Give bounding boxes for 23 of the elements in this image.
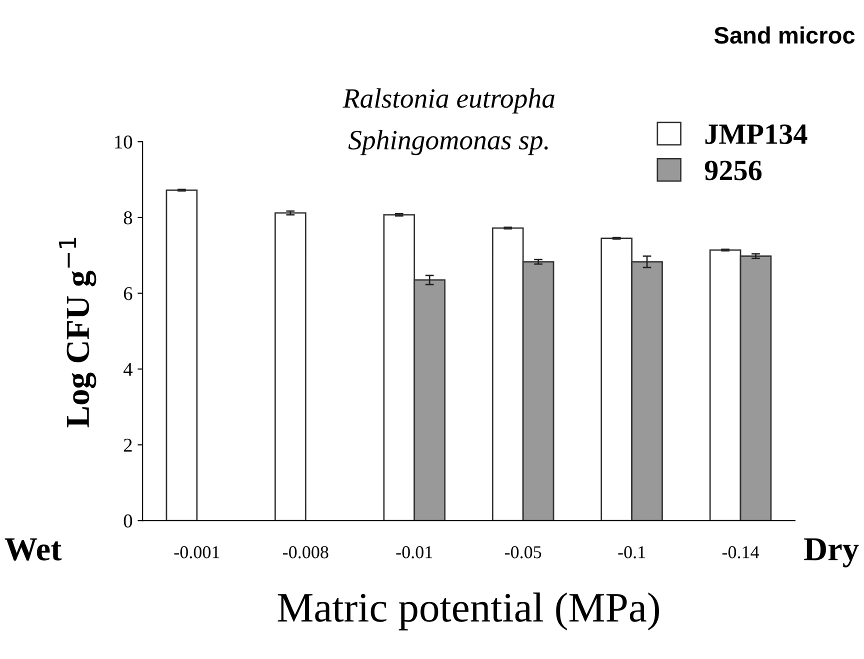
text: Ralstonia eutropha [342, 88, 554, 114]
annotation: Sphingomonas sp. [348, 130, 548, 156]
text: Dry [804, 538, 859, 568]
y-tick-label: 0 [124, 514, 132, 528]
y-tick-label: 2 [124, 438, 132, 452]
y-axis-title: Log CFU g$^{−1}$ [59, 238, 96, 428]
x-tick-label: -0.008 [282, 546, 328, 558]
chart-title: Sand microc [714, 26, 855, 44]
x-tick-label: -0.05 [504, 546, 542, 558]
legend-label: JMP134 [705, 124, 808, 144]
bar [274, 212, 306, 521]
x-axis-title: Matric potential (MPa) [278, 592, 659, 630]
x-tick-label: -0.1 [618, 546, 646, 558]
y-tick-label: 6 [124, 287, 132, 300]
legend-label: 9256 [704, 160, 762, 180]
y-tick-label: 10 [115, 136, 132, 149]
bar [166, 189, 198, 521]
y-tick-label: 8 [124, 211, 132, 224]
text: Wet [4, 538, 62, 561]
x-tick-label: -0.01 [396, 546, 432, 558]
x-tick-label: -0.14 [722, 546, 760, 558]
x-tick-label: -0.001 [174, 546, 220, 558]
y-tick-label: 4 [123, 362, 133, 376]
